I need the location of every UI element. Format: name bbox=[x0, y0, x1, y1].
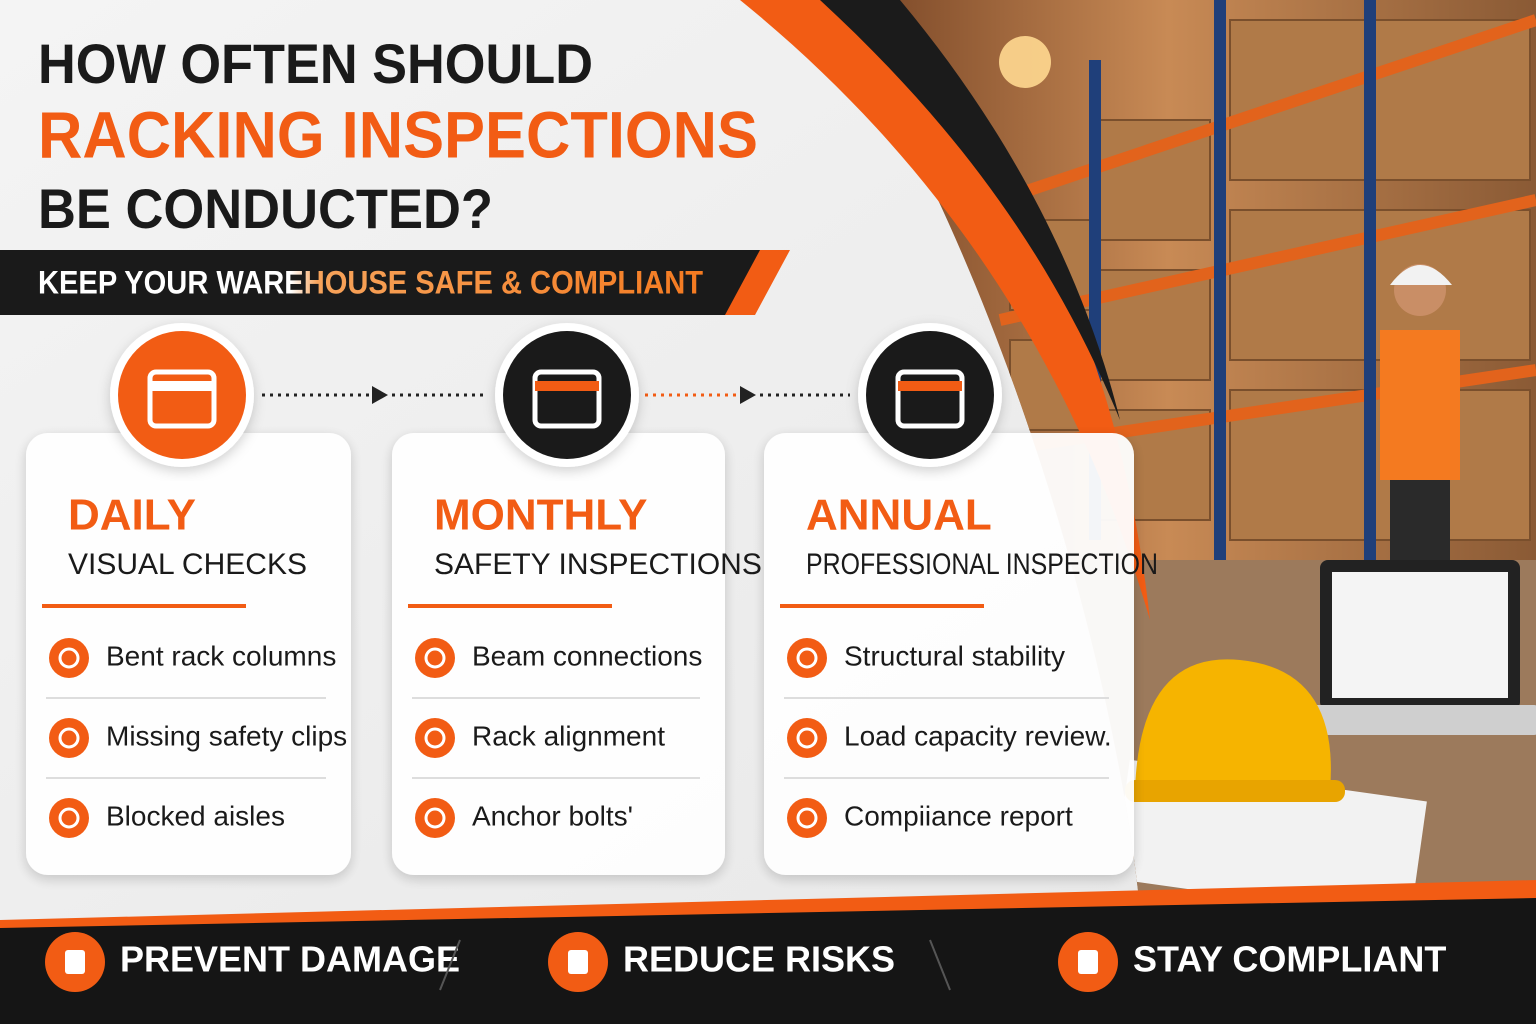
item-icon-glyph bbox=[796, 807, 818, 829]
card-icon-glyph bbox=[147, 369, 217, 429]
item-text: Bent rack columns bbox=[106, 640, 336, 671]
item-icon bbox=[787, 718, 827, 758]
subtitle: KEEP YOUR WAREHOUSE SAFE & COMPLIANT bbox=[38, 264, 703, 300]
subtitle-accent bbox=[725, 250, 790, 315]
item-icon bbox=[49, 718, 89, 758]
item-text: Rack alignment bbox=[472, 720, 665, 751]
footer-icon-glyph bbox=[568, 950, 588, 974]
card bbox=[764, 433, 1134, 875]
footer-icon-glyph bbox=[65, 950, 85, 974]
item-icon-glyph bbox=[796, 647, 818, 669]
item-text: Load capacity review. bbox=[844, 720, 1112, 751]
card-frequency: DAILY bbox=[68, 491, 196, 540]
footer-label: REDUCE RISKS bbox=[623, 939, 895, 980]
item-icon-glyph bbox=[424, 647, 446, 669]
card-frequency: MONTHLY bbox=[434, 491, 648, 540]
item-text: Beam connections bbox=[472, 640, 702, 671]
footer-icon-glyph bbox=[1078, 950, 1098, 974]
item-text: Compiiance report bbox=[844, 800, 1073, 831]
item-icon bbox=[49, 638, 89, 678]
title-line: RACKING INSPECTIONS bbox=[38, 97, 758, 171]
card-heading: VISUAL CHECKS bbox=[68, 548, 307, 581]
footer-label: STAY COMPLIANT bbox=[1133, 939, 1446, 980]
item-icon bbox=[49, 798, 89, 838]
footer-band bbox=[0, 898, 1536, 1024]
card-heading: PROFESSIONAL INSPECTION bbox=[806, 548, 1158, 581]
card-frequency: ANNUAL bbox=[806, 491, 992, 540]
item-icon-glyph bbox=[58, 647, 80, 669]
title-line: HOW OFTEN SHOULD bbox=[38, 32, 593, 95]
card bbox=[26, 433, 351, 875]
item-icon-glyph bbox=[58, 727, 80, 749]
card-icon-glyph bbox=[895, 369, 965, 429]
card-icon bbox=[503, 331, 631, 459]
card-icon bbox=[866, 331, 994, 459]
item-text: Missing safety clips bbox=[106, 720, 347, 751]
card-heading: SAFETY INSPECTIONS bbox=[434, 548, 762, 581]
item-text: Structural stability bbox=[844, 640, 1065, 671]
card-icon-glyph bbox=[532, 369, 602, 429]
item-icon bbox=[787, 638, 827, 678]
subtitle-bar bbox=[0, 250, 770, 315]
item-icon bbox=[415, 718, 455, 758]
footer-divider bbox=[439, 939, 461, 991]
card-icon bbox=[118, 331, 246, 459]
item-icon-glyph bbox=[424, 807, 446, 829]
item-icon bbox=[415, 638, 455, 678]
item-text: Anchor bolts' bbox=[472, 800, 633, 831]
footer-divider bbox=[929, 939, 951, 991]
item-icon-glyph bbox=[796, 727, 818, 749]
item-icon-glyph bbox=[424, 727, 446, 749]
card bbox=[392, 433, 725, 875]
footer-label: PREVENT DAMAGE bbox=[120, 939, 460, 980]
item-icon bbox=[787, 798, 827, 838]
item-icon-glyph bbox=[58, 807, 80, 829]
item-text: Blocked aisles bbox=[106, 800, 285, 831]
title-line: BE CONDUCTED? bbox=[38, 177, 493, 240]
item-icon bbox=[415, 798, 455, 838]
